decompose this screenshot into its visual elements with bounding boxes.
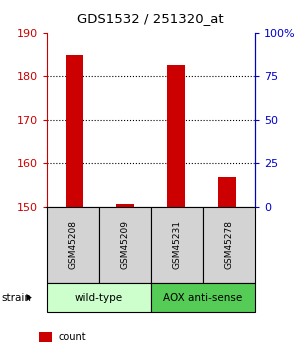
Text: strain: strain — [2, 293, 31, 303]
Text: GSM45208: GSM45208 — [68, 220, 77, 269]
Text: GSM45231: GSM45231 — [172, 220, 181, 269]
Text: wild-type: wild-type — [75, 293, 123, 303]
Bar — [116, 204, 134, 207]
Bar — [218, 177, 236, 207]
Text: GDS1532 / 251320_at: GDS1532 / 251320_at — [77, 12, 223, 25]
Bar — [167, 66, 185, 207]
Text: GSM45278: GSM45278 — [224, 220, 233, 269]
Text: count: count — [58, 332, 86, 342]
Text: AOX anti-sense: AOX anti-sense — [163, 293, 242, 303]
Bar — [66, 55, 83, 207]
Text: GSM45209: GSM45209 — [120, 220, 129, 269]
